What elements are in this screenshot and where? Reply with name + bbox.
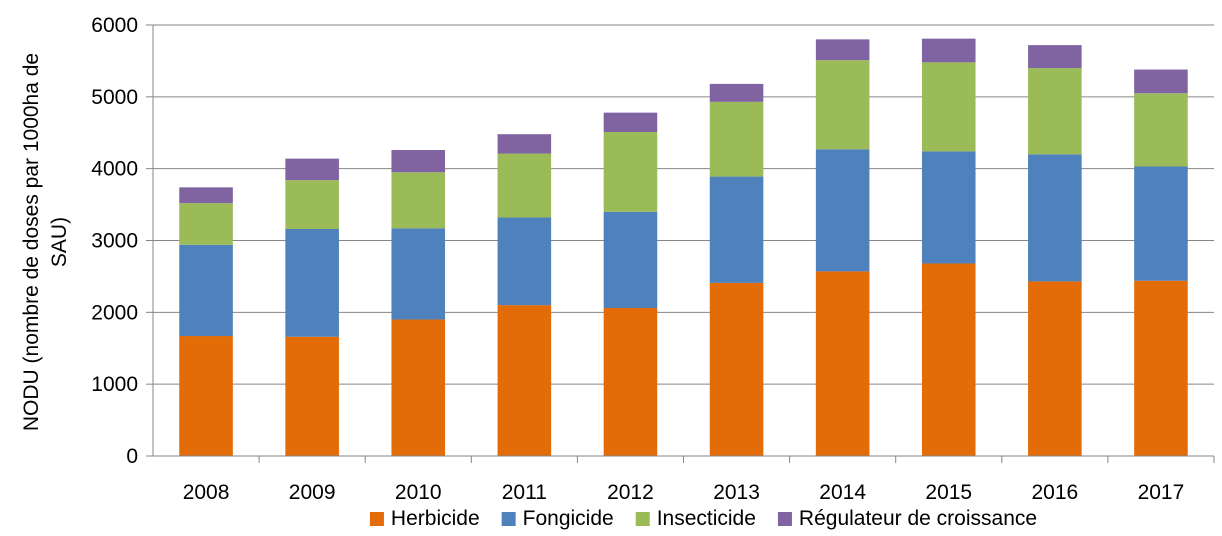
x-tick-label: 2017 [1138, 481, 1185, 504]
y-axis-title-line-2: SAU) [48, 217, 71, 267]
bar-insecticide-2010 [391, 172, 446, 229]
y-tick-label: 0 [126, 445, 138, 468]
legend-label-fongicide: Fongicide [523, 507, 614, 530]
y-tick-label: 5000 [91, 86, 138, 109]
bar-r-gulateur-de-croissance-2009 [285, 158, 339, 181]
legend-swatch-herbicide [369, 512, 384, 526]
y-tick-label: 1000 [91, 373, 138, 396]
x-tick-label: 2013 [713, 481, 760, 504]
legend-label-r-gulateur-de-croissance: Régulateur de croissance [799, 507, 1037, 530]
bar-fongicide-2010 [391, 228, 446, 320]
bar-herbicide-2012 [603, 308, 658, 456]
y-tick-label: 4000 [91, 158, 138, 181]
bar-herbicide-2010 [391, 319, 446, 456]
axes: 0 1000 2000 3000 4000 5000 6000 2008 2009 2010 201… [91, 14, 1215, 504]
bar-herbicide-2015 [921, 263, 976, 456]
bar-herbicide-2008 [179, 336, 233, 456]
bar-insecticide-2008 [179, 203, 233, 245]
x-tick-label: 2008 [183, 481, 230, 504]
bar-r-gulateur-de-croissance-2010 [391, 149, 446, 173]
x-tick-label: 2014 [819, 481, 866, 504]
bar-insecticide-2013 [709, 101, 764, 177]
bar-herbicide-2014 [815, 271, 870, 456]
bar-fongicide-2012 [603, 211, 658, 309]
bar-insecticide-2016 [1028, 68, 1082, 155]
bar-r-gulateur-de-croissance-2013 [709, 83, 764, 102]
bar-fongicide-2008 [179, 244, 233, 337]
bar-insecticide-2009 [285, 180, 339, 230]
bar-fongicide-2017 [1134, 166, 1188, 281]
bar-herbicide-2011 [497, 305, 552, 456]
x-tick-label: 2010 [395, 481, 442, 504]
bar-r-gulateur-de-croissance-2017 [1134, 69, 1188, 94]
bar-fongicide-2015 [921, 151, 976, 264]
y-tick-label: 6000 [91, 14, 138, 37]
bar-fongicide-2014 [815, 149, 870, 272]
bar-r-gulateur-de-croissance-2014 [815, 39, 870, 61]
bars [179, 38, 1188, 456]
bar-insecticide-2015 [921, 62, 976, 152]
x-tick-label: 2012 [607, 481, 654, 504]
bar-fongicide-2011 [497, 217, 552, 306]
bar-r-gulateur-de-croissance-2012 [603, 112, 658, 133]
x-tick-label: 2015 [925, 481, 972, 504]
bar-herbicide-2009 [285, 336, 339, 456]
bar-r-gulateur-de-croissance-2008 [179, 187, 233, 204]
legend-swatch-insecticide [635, 512, 650, 526]
legend-label-herbicide: Herbicide [391, 507, 480, 530]
bar-herbicide-2016 [1028, 281, 1082, 456]
bar-insecticide-2011 [497, 153, 552, 218]
bar-insecticide-2014 [815, 60, 870, 150]
x-tick-label: 2016 [1031, 481, 1078, 504]
bar-herbicide-2013 [709, 282, 764, 456]
bar-r-gulateur-de-croissance-2011 [497, 134, 552, 154]
y-axis-title: NODU (nombre de doses par 1000ha de SAU) [20, 53, 71, 431]
bar-herbicide-2017 [1134, 280, 1188, 456]
bar-insecticide-2012 [603, 132, 658, 212]
y-axis-title-line-1: NODU (nombre de doses par 1000ha de [20, 53, 43, 431]
bar-r-gulateur-de-croissance-2016 [1028, 45, 1082, 69]
legend-swatch-r-gulateur-de-croissance [777, 512, 792, 526]
legend-swatch-fongicide [501, 512, 516, 526]
bar-r-gulateur-de-croissance-2015 [921, 38, 976, 63]
bar-insecticide-2017 [1134, 93, 1188, 167]
x-tick-label: 2011 [502, 481, 547, 504]
legend: Herbicide Fongicide Insecticide Régulateur … [369, 507, 1037, 530]
bar-fongicide-2009 [285, 229, 339, 337]
bar-fongicide-2013 [709, 176, 764, 283]
y-tick-label: 3000 [91, 230, 138, 253]
legend-label-insecticide: Insecticide [657, 507, 756, 530]
x-tick-label: 2009 [289, 481, 336, 504]
bar-fongicide-2016 [1028, 154, 1082, 282]
y-tick-label: 2000 [91, 301, 138, 324]
